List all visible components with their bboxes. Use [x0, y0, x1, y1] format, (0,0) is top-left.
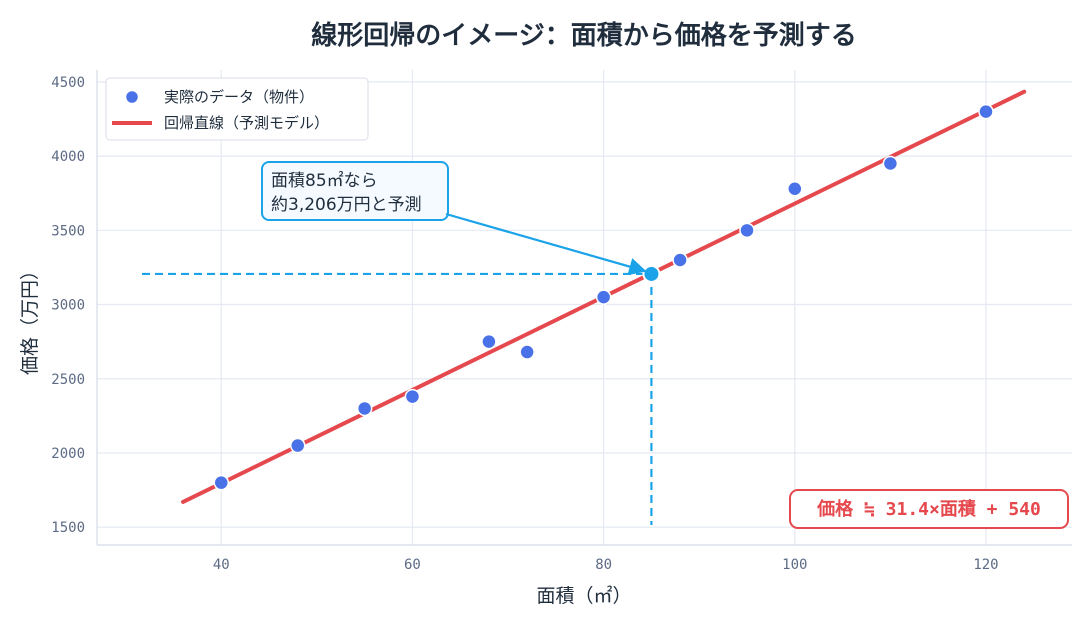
chart-title: 線形回帰のイメージ：面積から価格を予測する	[311, 20, 856, 51]
prediction-guides	[142, 272, 653, 525]
equation-badge: 価格 ≒ 31.4×面積 + 540	[789, 489, 1069, 529]
data-point-9	[787, 181, 803, 197]
prediction-annotation: 面積85㎡なら 約3,206万円と予測	[261, 161, 647, 276]
data-point-2	[356, 400, 373, 417]
data-points	[213, 103, 994, 491]
y-tick-5: 4000	[51, 149, 85, 165]
x-tick-1: 60	[404, 557, 421, 573]
legend-label-scatter: 実際のデータ（物件）	[164, 88, 314, 106]
annotation-box	[261, 161, 449, 221]
y-tick-3: 3000	[51, 298, 85, 314]
legend-box	[105, 77, 369, 141]
x-tick-2: 80	[595, 557, 612, 573]
prediction-point	[642, 264, 661, 283]
data-point-1	[289, 437, 306, 454]
data-point-5	[519, 344, 535, 360]
legend-marker-scatter	[124, 89, 140, 105]
annotation-arrow	[445, 212, 647, 276]
annotation-line-1: 面積85㎡なら	[271, 171, 378, 191]
x-axis-label: 面積（㎡）	[536, 584, 631, 607]
y-tick-6: 4500	[51, 75, 85, 91]
equation-box	[789, 489, 1069, 529]
y-axis-label: 価格（万円）	[19, 261, 41, 375]
data-point-6	[595, 289, 612, 305]
axes	[96, 70, 1072, 546]
y-tick-4: 3500	[51, 223, 85, 239]
x-tick-3: 100	[782, 557, 807, 573]
x-tick-0: 40	[213, 557, 230, 573]
data-point-3	[404, 388, 421, 405]
data-point-8	[739, 222, 755, 239]
data-point-7	[672, 252, 688, 268]
equation-text: 価格 ≒ 31.4×面積 + 540	[816, 498, 1041, 520]
legend-label-line: 回帰直線（予測モデル）	[164, 114, 329, 132]
y-tick-1: 2000	[51, 446, 85, 462]
y-tick-2: 2500	[51, 372, 85, 388]
data-point-0	[213, 474, 230, 491]
x-tick-4: 120	[973, 557, 998, 573]
y-tick-0: 1500	[51, 520, 85, 536]
legend: 実際のデータ（物件） 回帰直線（予測モデル）	[105, 77, 369, 141]
annotation-line-2: 約3,206万円と予測	[271, 195, 422, 215]
data-point-10	[882, 155, 899, 172]
data-point-4	[481, 333, 497, 350]
tick-labels: 40 60 80 100 120 1500 2000 2500 3000 3500 4000 4500	[51, 75, 998, 573]
prediction-point-group	[642, 264, 661, 283]
data-point-11	[978, 103, 994, 120]
